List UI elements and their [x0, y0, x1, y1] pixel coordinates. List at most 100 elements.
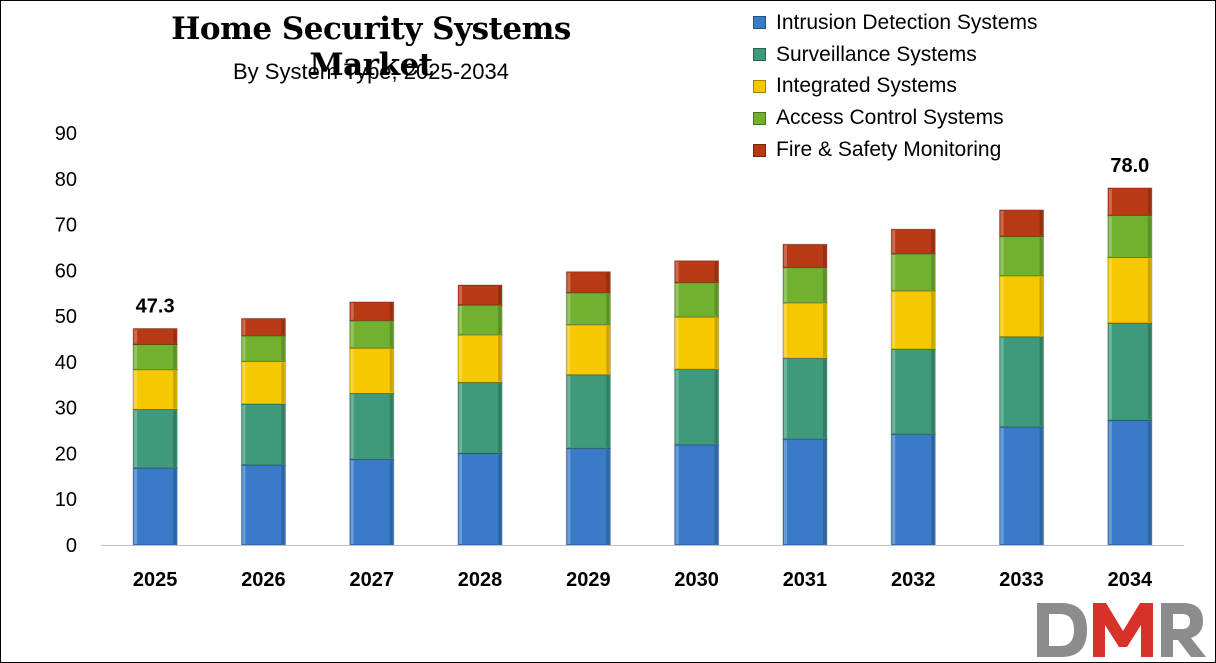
bar-bevel-access-control-systems-2033 [1000, 237, 1004, 275]
y-tick-label-60: 60 [55, 260, 77, 282]
bar-shade-fire-and-safety-monitoring-2031 [822, 245, 826, 267]
bar-shade-intrusion-detection-systems-2029 [606, 449, 610, 544]
bar-shade-fire-and-safety-monitoring-2034 [1147, 188, 1151, 215]
bar-segment-intrusion-detection-systems-2028 [457, 452, 503, 546]
legend-swatch-intrusion [753, 16, 766, 30]
x-tick-label-2033: 2033 [999, 569, 1044, 591]
bar-segment-access-control-systems-2030 [674, 282, 720, 318]
labels-group: 2025 2026 2027 2028 2029 2030 2031 2032 2033 2034… [133, 155, 1153, 591]
bar-shade-fire-and-safety-monitoring-2029 [606, 272, 610, 292]
bar-segment-integrated-systems-2031 [782, 302, 828, 359]
bar-shade-intrusion-detection-systems-2027 [389, 460, 393, 544]
bar-bevel-integrated-systems-2032 [892, 291, 896, 349]
bar-bevel-fire-and-safety-monitoring-2028 [459, 285, 463, 305]
bar-segment-surveillance-systems-2031 [782, 357, 828, 440]
legend-label-fire-safety: Fire & Safety Monitoring [776, 138, 1002, 162]
bar-bevel-surveillance-systems-2026 [242, 405, 246, 464]
bar-bevel-surveillance-systems-2028 [459, 383, 463, 453]
bar-shade-surveillance-systems-2034 [1147, 323, 1151, 420]
bar-bevel-intrusion-detection-systems-2030 [675, 445, 679, 544]
bar-segment-access-control-systems-2033 [999, 235, 1045, 277]
legend-label-surveillance: Surveillance Systems [776, 42, 977, 66]
bar-shade-fire-and-safety-monitoring-2025 [173, 329, 177, 344]
bar-shade-fire-and-safety-monitoring-2032 [931, 230, 935, 253]
chart-title: Home Security Systems Market [171, 11, 571, 83]
bar-bevel-intrusion-detection-systems-2027 [350, 460, 354, 544]
bar-segment-surveillance-systems-2027 [349, 392, 395, 460]
y-tick-label-10: 10 [55, 489, 77, 511]
bar-segment-fire-and-safety-monitoring-2028 [457, 284, 503, 306]
bar-shade-access-control-systems-2029 [606, 293, 610, 324]
bar-shade-access-control-systems-2034 [1147, 216, 1151, 257]
legend-item-access-control: Access Control Systems [753, 102, 1037, 134]
data-label-2034: 78.0 [1110, 155, 1149, 177]
y-tick-label-20: 20 [55, 443, 77, 465]
bar-bevel-intrusion-detection-systems-2032 [892, 435, 896, 544]
bar-shade-surveillance-systems-2032 [931, 350, 935, 434]
x-tick-label-2029: 2029 [566, 569, 611, 591]
bar-shade-intrusion-detection-systems-2033 [1039, 427, 1043, 544]
bar-bevel-surveillance-systems-2034 [1108, 323, 1112, 420]
bar-shade-integrated-systems-2033 [1039, 276, 1043, 336]
bar-bevel-access-control-systems-2025 [134, 345, 138, 369]
bar-shade-access-control-systems-2026 [281, 336, 285, 361]
bar-segment-surveillance-systems-2026 [240, 403, 286, 466]
bar-shade-surveillance-systems-2025 [173, 410, 177, 468]
bar-segment-integrated-systems-2033 [999, 275, 1045, 338]
bar-bevel-intrusion-detection-systems-2025 [134, 469, 138, 544]
dmr-logo [1037, 603, 1206, 657]
data-label-2025: 47.3 [136, 295, 175, 317]
bar-segment-fire-and-safety-monitoring-2026 [240, 317, 286, 337]
x-tick-label-2026: 2026 [241, 569, 286, 591]
bar-segment-intrusion-detection-systems-2026 [240, 464, 286, 546]
bar-bevel-fire-and-safety-monitoring-2034 [1108, 188, 1112, 215]
bar-shade-intrusion-detection-systems-2025 [173, 469, 177, 544]
bar-shade-integrated-systems-2027 [389, 349, 393, 393]
bar-bevel-intrusion-detection-systems-2033 [1000, 427, 1004, 544]
bar-shade-integrated-systems-2034 [1147, 258, 1151, 322]
bar-shade-surveillance-systems-2030 [714, 370, 718, 444]
bar-segment-intrusion-detection-systems-2025 [132, 467, 178, 546]
bar-bevel-fire-and-safety-monitoring-2032 [892, 230, 896, 253]
bar-segment-surveillance-systems-2033 [999, 336, 1045, 428]
x-tick-label-2025: 2025 [133, 569, 178, 591]
bar-shade-access-control-systems-2025 [173, 345, 177, 369]
bar-segment-fire-and-safety-monitoring-2032 [890, 228, 936, 255]
bar-segment-integrated-systems-2027 [349, 347, 395, 394]
bar-segment-access-control-systems-2029 [565, 292, 611, 326]
x-tick-label-2030: 2030 [674, 569, 719, 591]
x-tick-label-2034: 2034 [1108, 569, 1153, 591]
bar-shade-intrusion-detection-systems-2034 [1147, 421, 1151, 544]
bar-segment-fire-and-safety-monitoring-2033 [999, 209, 1045, 237]
bar-bevel-access-control-systems-2029 [567, 293, 571, 324]
y-tick-label-90: 90 [55, 123, 77, 145]
bar-bevel-integrated-systems-2029 [567, 325, 571, 374]
bar-shade-access-control-systems-2028 [498, 306, 502, 334]
y-tick-label-70: 70 [55, 215, 77, 237]
bar-segment-intrusion-detection-systems-2034 [1107, 419, 1153, 546]
bar-shade-integrated-systems-2025 [173, 370, 177, 409]
y-tick-label-30: 30 [55, 398, 77, 420]
bar-segment-fire-and-safety-monitoring-2029 [565, 271, 611, 294]
bar-bevel-integrated-systems-2031 [783, 303, 787, 358]
bar-bevel-intrusion-detection-systems-2028 [459, 454, 463, 544]
bar-segment-intrusion-detection-systems-2033 [999, 426, 1045, 546]
bar-bevel-access-control-systems-2026 [242, 336, 246, 361]
bar-segment-integrated-systems-2030 [674, 316, 720, 370]
bar-segment-access-control-systems-2028 [457, 304, 503, 336]
bar-bevel-integrated-systems-2026 [242, 362, 246, 404]
bar-shade-intrusion-detection-systems-2026 [281, 465, 285, 544]
bar-shade-fire-and-safety-monitoring-2026 [281, 319, 285, 335]
bar-segment-surveillance-systems-2034 [1107, 322, 1153, 421]
bar-segment-intrusion-detection-systems-2032 [890, 433, 936, 546]
bar-bevel-integrated-systems-2027 [350, 349, 354, 393]
bar-bevel-integrated-systems-2025 [134, 370, 138, 409]
x-tick-label-2027: 2027 [350, 569, 395, 591]
bar-bevel-integrated-systems-2034 [1108, 258, 1112, 322]
bar-shade-surveillance-systems-2031 [822, 359, 826, 439]
bar-segment-integrated-systems-2026 [240, 360, 286, 405]
bar-bevel-integrated-systems-2033 [1000, 276, 1004, 336]
bar-bevel-surveillance-systems-2027 [350, 394, 354, 459]
bar-shade-intrusion-detection-systems-2031 [822, 440, 826, 544]
